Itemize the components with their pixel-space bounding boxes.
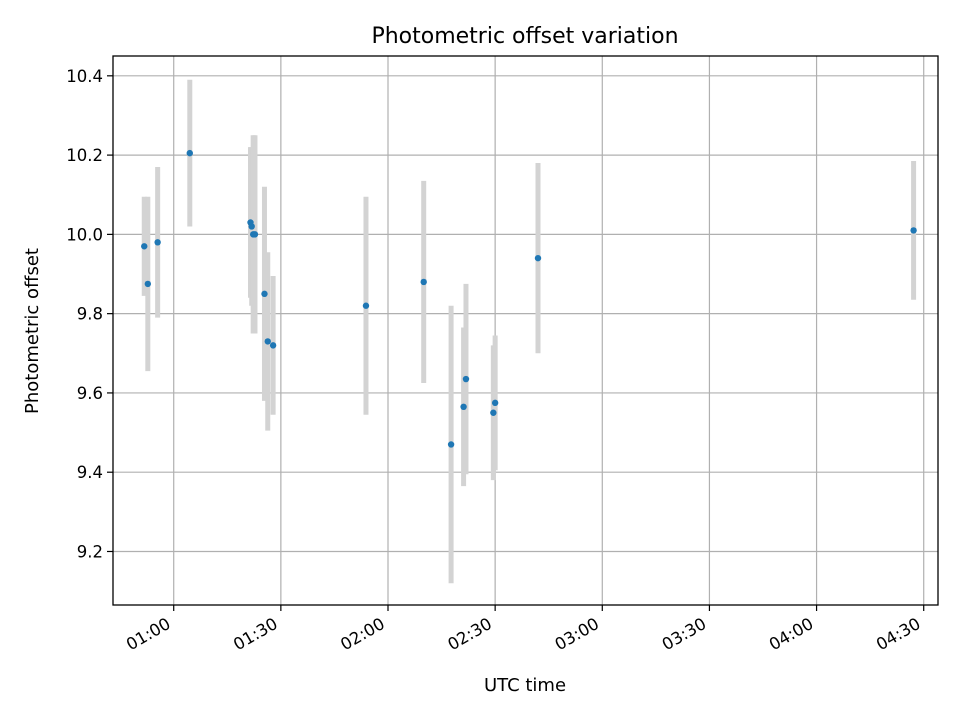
y-tick-label: 9.4 (77, 463, 103, 482)
data-point (154, 239, 161, 246)
grid-lines (113, 56, 938, 605)
data-point (264, 338, 271, 345)
data-point (534, 254, 542, 262)
data-point (248, 223, 255, 230)
data-point (460, 403, 467, 411)
data-point (141, 243, 148, 250)
y-tick-label: 10.2 (66, 146, 103, 165)
y-tick-label: 9.6 (77, 384, 103, 403)
x-axis-label: UTC time (484, 675, 566, 696)
data-point (269, 342, 277, 349)
data-point (144, 280, 152, 288)
data-point (251, 231, 259, 238)
data-point (420, 278, 427, 286)
data-point (490, 409, 497, 416)
data-point (186, 149, 193, 157)
chart-title: Photometric offset variation (371, 24, 678, 49)
plot-area-frame (112, 55, 939, 606)
data-point (362, 302, 370, 309)
data-points (141, 149, 917, 448)
y-tick-label: 9.2 (77, 542, 103, 561)
data-point (910, 227, 917, 234)
y-axis-ticks: 9.2 9.4 9.6 9.8 10.0 10.2 10.4 (66, 67, 113, 561)
data-point (261, 290, 268, 298)
data-point (447, 441, 455, 448)
data-point (491, 399, 499, 407)
y-axis-label: Photometric offset (22, 248, 43, 414)
data-point (462, 375, 470, 383)
y-tick-label: 10.0 (66, 225, 103, 244)
y-tick-label: 9.8 (77, 305, 103, 324)
y-tick-label: 10.4 (66, 67, 103, 86)
